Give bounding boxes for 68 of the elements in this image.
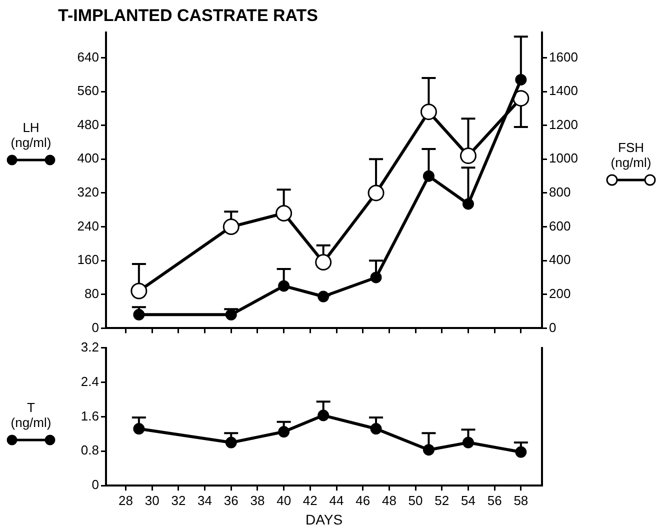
y2-tick-label: 600 bbox=[549, 218, 571, 234]
y-tick-label: 3.2 bbox=[80, 339, 99, 354]
point bbox=[422, 444, 434, 456]
x-tick-label: 50 bbox=[408, 492, 423, 508]
x-tick-label: 44 bbox=[329, 492, 344, 508]
point bbox=[133, 308, 145, 320]
y-tick-label: 2.4 bbox=[80, 374, 99, 389]
point bbox=[368, 184, 384, 202]
x-tick-label: 48 bbox=[382, 492, 396, 508]
x-tick-label: 46 bbox=[356, 492, 370, 508]
point bbox=[315, 254, 332, 271]
chart-title: T-IMPLANTED CASTRATE RATS bbox=[58, 6, 318, 25]
y-tick-label: 480 bbox=[77, 116, 99, 132]
point bbox=[222, 218, 240, 236]
point bbox=[370, 423, 382, 435]
x-tick-label: 38 bbox=[250, 492, 265, 508]
y-tick-label: 80 bbox=[84, 286, 99, 301]
y2-tick-label: 1200 bbox=[549, 116, 578, 132]
y-tick-label: 640 bbox=[77, 49, 99, 64]
point bbox=[130, 282, 148, 300]
point bbox=[462, 198, 474, 210]
y2-tick-label: 1400 bbox=[549, 83, 578, 98]
point bbox=[133, 423, 145, 435]
point bbox=[278, 426, 290, 438]
point bbox=[318, 410, 330, 422]
point bbox=[420, 104, 437, 120]
point bbox=[515, 74, 527, 86]
y-tick-label: 240 bbox=[77, 218, 99, 234]
point bbox=[225, 436, 237, 448]
y-tick-label: 0 bbox=[92, 477, 99, 492]
point bbox=[460, 148, 476, 164]
y-tick-label: 0.8 bbox=[80, 442, 99, 458]
x-tick-label: 36 bbox=[224, 492, 238, 508]
point bbox=[515, 446, 527, 458]
x-tick-label: 56 bbox=[487, 492, 502, 508]
x-tick-label: 42 bbox=[302, 492, 318, 508]
x-tick-label: 34 bbox=[198, 492, 212, 508]
point bbox=[225, 308, 237, 320]
x-tick-label: 54 bbox=[461, 492, 476, 508]
point bbox=[462, 436, 474, 448]
x-tick-label: 40 bbox=[276, 492, 292, 508]
y-tick-label: 1.6 bbox=[80, 408, 99, 424]
y-axis-title: LH (ng/ml) bbox=[10, 120, 52, 150]
point bbox=[318, 290, 330, 302]
x-tick-label: 28 bbox=[118, 492, 133, 508]
y2-tick-label: 0 bbox=[549, 320, 556, 335]
point bbox=[370, 272, 382, 284]
x-tick-label: 32 bbox=[171, 492, 186, 508]
x-tick-label: 58 bbox=[514, 492, 528, 508]
y2-axis-title: FSH (ng/ml) bbox=[610, 140, 652, 170]
y2-tick-label: 800 bbox=[549, 184, 571, 200]
y-tick-label: 560 bbox=[77, 83, 99, 98]
y-tick-label: 400 bbox=[77, 150, 99, 166]
y-tick-label: 320 bbox=[77, 184, 99, 200]
point bbox=[278, 280, 290, 292]
x-axis-title: DAYS bbox=[305, 511, 343, 528]
y-tick-label: 0 bbox=[92, 320, 99, 335]
point bbox=[512, 90, 530, 107]
x-tick-label: 30 bbox=[144, 492, 160, 508]
x-tick-label: 52 bbox=[434, 492, 450, 508]
y-tick-label: 160 bbox=[77, 252, 99, 268]
y2-tick-label: 200 bbox=[549, 286, 571, 301]
point bbox=[422, 170, 434, 182]
point bbox=[276, 205, 292, 222]
y-axis-title: T (ng/ml) bbox=[10, 400, 52, 430]
y2-tick-label: 1000 bbox=[549, 150, 578, 166]
y2-tick-label: 1600 bbox=[549, 49, 578, 64]
y2-tick-label: 400 bbox=[549, 252, 571, 268]
